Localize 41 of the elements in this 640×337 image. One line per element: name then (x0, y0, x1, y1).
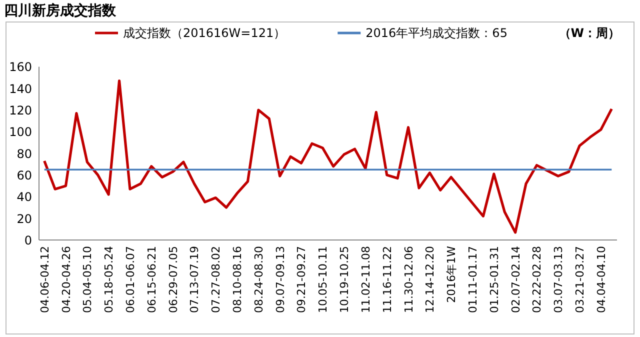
legend-label: 成交指数（201616W=121） (123, 26, 286, 40)
x-tick-label: 01.11-01.17 (466, 246, 480, 313)
y-tick-label: 140 (9, 82, 32, 96)
x-tick-label: 04.04-04.10 (594, 246, 608, 313)
x-tick-label: 07.13-07.19 (188, 246, 202, 313)
x-tick-label: 06.15-06.21 (145, 246, 158, 313)
y-tick-label: 20 (16, 212, 32, 226)
x-tick-label: 07.27-08.02 (210, 246, 223, 313)
x-tick-label: 04.20-04.26 (60, 246, 73, 313)
x-tick-label: 09.21-09.27 (295, 246, 308, 313)
x-tick-label: 04.06-04.12 (38, 246, 52, 313)
y-tick-label: 0 (24, 234, 32, 248)
x-tick-label: 02.07-02.14 (509, 246, 522, 313)
x-tick-label: 08.24-08.30 (252, 246, 266, 313)
legend-label: 2016年平均成交指数：65 (366, 26, 508, 40)
x-tick-label: 12.14-12.20 (424, 246, 437, 313)
y-tick-label: 60 (16, 168, 32, 183)
y-tick-label: 80 (16, 146, 32, 161)
x-tick-label: 11.16-11.22 (380, 246, 394, 313)
x-tick-label: 02.22-02.28 (530, 246, 544, 313)
x-tick-label: 05.18-05.24 (102, 246, 116, 313)
x-tick-label: 08.10-08.16 (231, 246, 244, 313)
x-tick-label: 09.07-09.13 (274, 246, 287, 313)
x-tick-label: 03.21-03.27 (574, 246, 587, 313)
x-tick-label: 11.30-12.06 (402, 246, 416, 313)
x-tick-label: 2016年1W (445, 246, 458, 303)
x-tick-label: 10.19-10.25 (338, 246, 352, 313)
y-tick-label: 160 (9, 60, 32, 74)
x-tick-label: 03.07-03.13 (552, 246, 566, 313)
chart-title: 四川新房成交指数 (4, 2, 117, 19)
x-tick-label: 05.04-05.10 (81, 246, 94, 313)
y-tick-label: 120 (9, 104, 32, 118)
x-tick-label: 01.25-01.31 (488, 246, 501, 313)
line-series (43, 79, 613, 234)
y-tick-label: 100 (9, 125, 32, 140)
x-tick-label: 06.01-06.07 (124, 246, 137, 313)
y-tick-label: 40 (16, 190, 32, 204)
x-tick-label: 10.05-10.11 (316, 246, 330, 313)
text: （W：周） (558, 26, 620, 40)
x-tick-label: 11.02-11.08 (359, 246, 372, 313)
x-tick-label: 06.29-07.05 (166, 246, 180, 313)
